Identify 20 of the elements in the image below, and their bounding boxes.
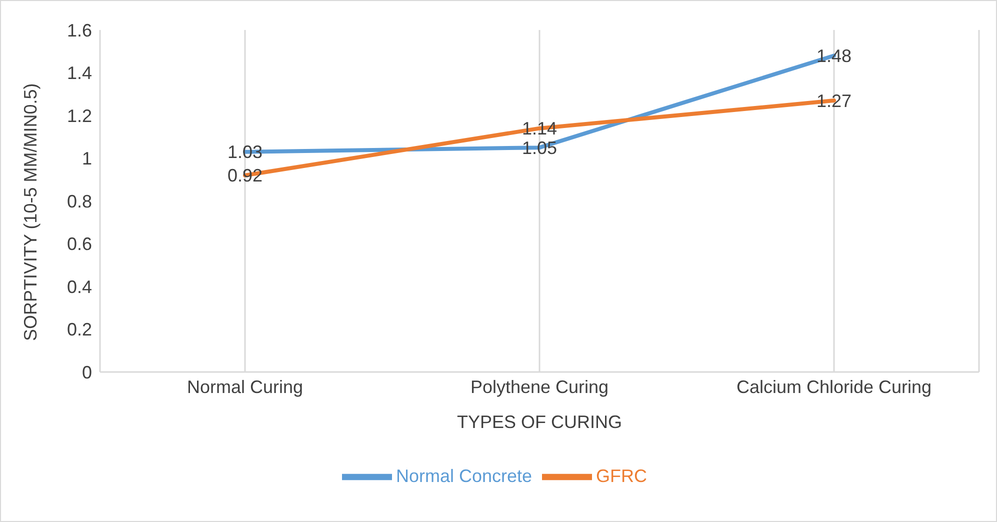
legend-label: Normal Concrete — [396, 466, 532, 486]
x-axis-title: TYPES OF CURING — [456, 412, 622, 432]
y-tick-label: 0.2 — [66, 320, 92, 340]
y-tick-label: 0 — [82, 362, 92, 382]
data-label: 0.92 — [227, 166, 263, 186]
data-label: 1.03 — [227, 142, 263, 162]
x-tick-label: Normal Curing — [186, 376, 304, 397]
y-tick-label: 1.6 — [66, 20, 92, 40]
data-label: 1.27 — [816, 90, 852, 111]
legend-label: GFRC — [596, 466, 648, 486]
y-axis-title: SORPTIVITY (10-5 MM/MIN0.5) — [20, 83, 40, 341]
data-label: 1.48 — [816, 46, 852, 66]
x-tick-label: Polythene Curing — [470, 376, 609, 397]
y-tick-label: 0.4 — [66, 276, 92, 297]
y-tick-label: 0.6 — [66, 234, 92, 254]
y-tick-label: 1.4 — [66, 63, 92, 84]
x-tick-label: Calcium Chloride Curing — [736, 376, 932, 397]
y-tick-label: 1.2 — [66, 106, 92, 126]
y-tick-label: 0.8 — [66, 191, 92, 212]
y-tick-label: 1 — [82, 148, 92, 169]
